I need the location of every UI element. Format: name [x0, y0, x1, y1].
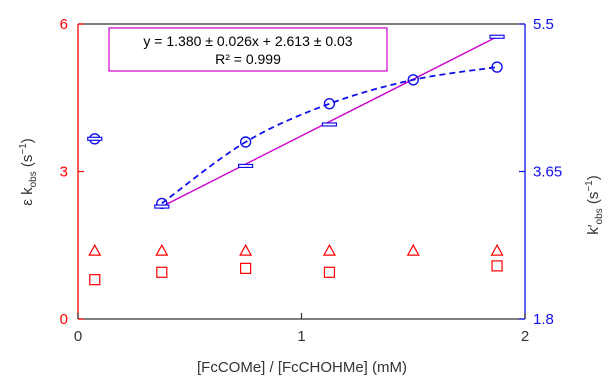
series-triangle-5 [490, 243, 504, 256]
series-triangle-0 [88, 243, 102, 256]
r-squared-label: R² = 0.999 [215, 51, 281, 67]
series-circle-5 [491, 61, 503, 73]
right-y-axis-title-superscript: −1 [584, 180, 595, 192]
left-y-axis-title-close: ) [19, 138, 36, 143]
series-square-1 [156, 266, 168, 278]
series-square-4 [491, 260, 503, 272]
curves-layer [161, 36, 498, 208]
left-tick-label-1: 3 [60, 164, 68, 181]
left-y-axis-title-subscript: obs [28, 171, 39, 187]
series-square-2 [240, 262, 252, 274]
x-tick-label-2: 2 [521, 328, 529, 345]
right-y-axis-title-k: k′ [585, 224, 602, 235]
left-tick-label-2: 6 [60, 16, 68, 33]
series-square-0 [89, 274, 101, 286]
linear-fit-line [161, 36, 498, 208]
x-tick-label-1: 1 [297, 328, 305, 345]
series-circle-2 [239, 136, 252, 148]
right-y-axis-title: k′obs (s−1) [584, 175, 605, 235]
right-y-axis-title-subscript: obs [594, 208, 605, 224]
series-square-3 [323, 266, 336, 278]
right-y-axis-title-close: ) [585, 175, 602, 180]
right-tick-label-1: 3.65 [533, 164, 562, 181]
series-triangle-2 [239, 243, 253, 256]
ticks-layer: 0 1 2 0 3 6 1.8 3.65 5.5 [60, 16, 563, 345]
right-tick-label-2: 5.5 [533, 16, 554, 33]
series-dash-2 [238, 163, 254, 169]
right-y-axis-title-unit: (s [585, 192, 602, 209]
x-tick-label-0: 0 [74, 328, 82, 345]
left-y-axis-title-epsilon-k: ε k [19, 187, 36, 206]
series-triangle-1 [155, 243, 169, 256]
series-dash-4 [489, 34, 505, 39]
left-y-axis-title-superscript: −1 [18, 143, 29, 155]
left-tick-label-0: 0 [60, 311, 68, 328]
fit-equation-label: y = 1.380 ± 0.026x + 2.613 ± 0.03 [143, 33, 352, 49]
annotation-box [108, 27, 388, 72]
markers-layer [87, 34, 505, 286]
series-circle-4 [407, 74, 419, 86]
series-dash-1 [154, 204, 170, 209]
series-triangle-3 [322, 243, 336, 256]
right-tick-label-0: 1.8 [533, 311, 554, 328]
series-dash-0 [87, 136, 103, 141]
series-dash-3 [321, 122, 338, 127]
series-triangle-4 [406, 243, 420, 256]
trend-curve [161, 66, 498, 205]
x-axis-title: [FcCOMe] / [FcCHOHMe] (mM) [197, 359, 407, 376]
left-y-axis-title: ε kobs (s−1) [18, 138, 39, 206]
series-circle-3 [323, 98, 336, 110]
left-y-axis-title-unit: (s [19, 155, 36, 172]
